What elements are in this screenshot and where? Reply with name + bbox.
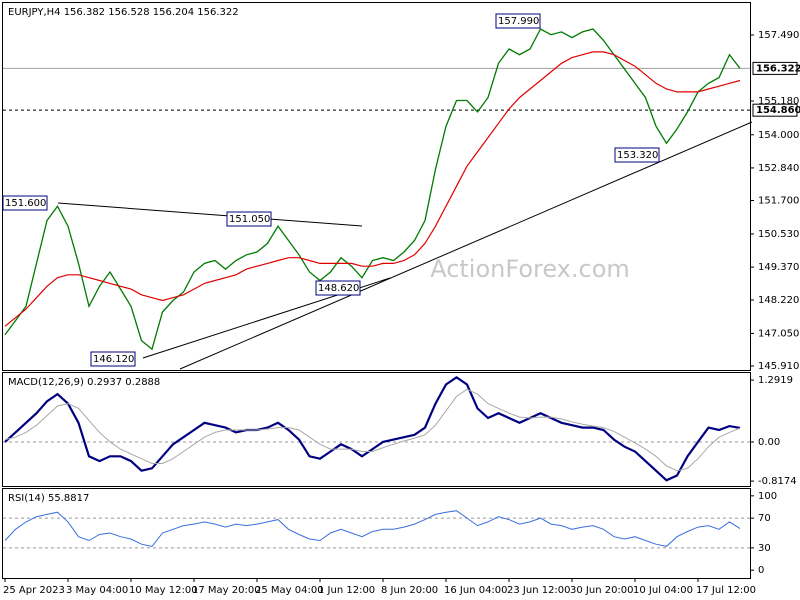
y-tick-label: 157.490 bbox=[758, 30, 799, 41]
annotation-box bbox=[2, 195, 48, 211]
x-tick-label: 10 May 12:00 bbox=[129, 585, 198, 596]
x-tick-label: 17 May 20:00 bbox=[192, 585, 261, 596]
annotation-box bbox=[315, 280, 361, 296]
annotation: 146.120 bbox=[93, 354, 134, 365]
y-tick-label: 151.700 bbox=[758, 196, 799, 207]
annotation-box bbox=[90, 351, 136, 367]
price-label: 156.322 bbox=[756, 63, 800, 74]
annotation: 157.990 bbox=[498, 16, 539, 27]
watermark: ActionForex.com bbox=[430, 255, 630, 283]
annotation-box bbox=[226, 211, 272, 227]
price-pane bbox=[2, 2, 751, 371]
x-tick-label: 30 Jun 20:00 bbox=[570, 585, 634, 596]
trend-line bbox=[179, 121, 753, 370]
x-tick-label: 25 May 04:00 bbox=[255, 585, 324, 596]
pane-title: MACD(12,26,9) 0.2937 0.2888 bbox=[8, 377, 160, 388]
series-line bbox=[4, 510, 741, 547]
y-tick-label: 155.180 bbox=[758, 96, 799, 107]
y-tick-label: 70 bbox=[758, 513, 771, 524]
y-tick-label: 152.840 bbox=[758, 163, 799, 174]
pane-title: EURJPY,H4 156.382 156.528 156.204 156.32… bbox=[8, 7, 239, 18]
price-label-box bbox=[752, 61, 798, 75]
price-label: 154.860 bbox=[756, 105, 800, 116]
macd-pane bbox=[2, 372, 751, 487]
price-label-box bbox=[752, 103, 798, 117]
y-tick-label: 150.530 bbox=[758, 229, 799, 240]
annotation-box bbox=[614, 147, 660, 163]
y-tick-label: 145.910 bbox=[758, 361, 799, 372]
y-tick-label: 154.000 bbox=[758, 130, 799, 141]
y-tick-label: 148.220 bbox=[758, 295, 799, 306]
pane-title: RSI(14) 55.8817 bbox=[8, 493, 89, 504]
annotation: 151.600 bbox=[5, 198, 46, 209]
y-tick-label: 147.050 bbox=[758, 328, 799, 339]
y-tick-label: 0 bbox=[758, 565, 764, 576]
series-line bbox=[4, 388, 741, 472]
series-line bbox=[4, 51, 741, 327]
x-tick-label: 1 Jun 12:00 bbox=[318, 585, 375, 596]
series-line bbox=[4, 28, 741, 351]
annotation: 151.050 bbox=[229, 214, 270, 225]
annotation: 153.320 bbox=[617, 150, 658, 161]
x-tick-label: 25 Apr 2023 bbox=[3, 585, 65, 596]
y-tick-label: 100 bbox=[758, 491, 777, 502]
rsi-pane bbox=[2, 488, 751, 579]
y-tick-label: 30 bbox=[758, 543, 771, 554]
x-tick-label: 3 May 04:00 bbox=[66, 585, 128, 596]
series-line bbox=[4, 375, 741, 482]
annotation: 148.620 bbox=[318, 283, 359, 294]
trend-line bbox=[57, 202, 363, 227]
x-tick-label: 17 Jul 12:00 bbox=[696, 585, 756, 596]
x-tick-label: 8 Jun 20:00 bbox=[381, 585, 438, 596]
x-tick-label: 10 Jul 04:00 bbox=[633, 585, 693, 596]
y-tick-label: -0.8174 bbox=[758, 476, 797, 487]
annotation-box bbox=[495, 13, 541, 29]
y-tick-label: 0.00 bbox=[758, 437, 780, 448]
y-tick-label: 1.2919 bbox=[758, 375, 793, 386]
y-tick-label: 149.370 bbox=[758, 262, 799, 273]
x-tick-label: 23 Jun 12:00 bbox=[507, 585, 571, 596]
x-tick-label: 16 Jun 04:00 bbox=[444, 585, 508, 596]
